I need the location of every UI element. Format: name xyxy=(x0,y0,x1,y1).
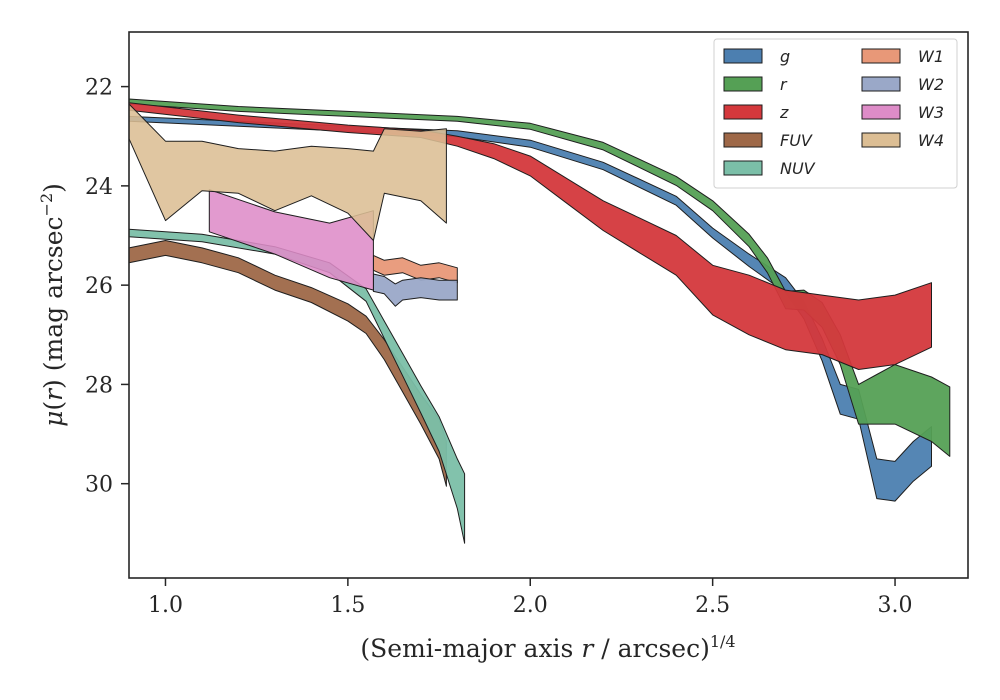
legend-swatch-w4 xyxy=(861,132,901,148)
x-tick-label: 1.5 xyxy=(330,593,365,618)
series-band-w3 xyxy=(208,189,374,291)
x-tick-label: 3.0 xyxy=(878,593,913,618)
y-axis-label: μ(r) (mag arcsec−2) xyxy=(37,183,68,427)
legend-box xyxy=(713,38,958,189)
y-tick-label: 28 xyxy=(85,373,113,398)
series-band-fuv xyxy=(128,240,447,487)
svg-text:(Semi-major axis r / arcsec)1/: (Semi-major axis r / arcsec)1/4 xyxy=(360,632,735,663)
legend-label-fuv: FUV xyxy=(780,131,813,150)
legend-label-w2: W2 xyxy=(918,75,944,94)
legend-label-nuv: NUV xyxy=(780,159,816,178)
y-tick-label: 22 xyxy=(85,76,113,101)
legend-label-w4: W4 xyxy=(918,131,944,150)
legend-swatch-fuv xyxy=(723,132,763,148)
series-band-w4 xyxy=(128,103,447,241)
legend-swatch-w3 xyxy=(861,104,901,120)
legend-label-g: g xyxy=(780,47,790,66)
series-band-r xyxy=(128,98,951,457)
legend-label-z: z xyxy=(779,103,789,122)
svg-text:μ(r) (mag arcsec−2): μ(r) (mag arcsec−2) xyxy=(37,183,68,427)
y-tick-label: 24 xyxy=(85,175,113,200)
series-band-w2 xyxy=(372,273,458,307)
legend-swatch-g xyxy=(723,48,763,64)
legend-swatch-z xyxy=(723,104,763,120)
x-tick-label: 2.0 xyxy=(513,593,548,618)
legend-label-w3: W3 xyxy=(918,103,944,122)
x-tick-label: 1.0 xyxy=(148,593,183,618)
x-tick-label: 2.5 xyxy=(695,593,730,618)
legend-swatch-w2 xyxy=(861,76,901,92)
x-axis-label: (Semi-major axis r / arcsec)1/4 xyxy=(360,632,735,663)
series-layer xyxy=(128,98,951,544)
legend-label-r: r xyxy=(780,75,788,94)
legend-swatch-nuv xyxy=(723,160,763,176)
plot-frame xyxy=(128,31,969,579)
ticks-layer: 1.0 1.5 2.0 2.5 3.0 22 24 26 28 30 xyxy=(85,76,913,618)
series-band-z xyxy=(128,102,932,370)
legend: grz FUV NUV W1 W2 W3 W4 xyxy=(713,38,958,189)
y-tick-label: 26 xyxy=(85,274,113,299)
y-tick-label: 30 xyxy=(85,473,113,498)
series-band-g xyxy=(128,115,932,502)
legend-swatch-r xyxy=(723,76,763,92)
legend-label-w1: W1 xyxy=(918,47,944,66)
legend-swatch-w1 xyxy=(861,48,901,64)
